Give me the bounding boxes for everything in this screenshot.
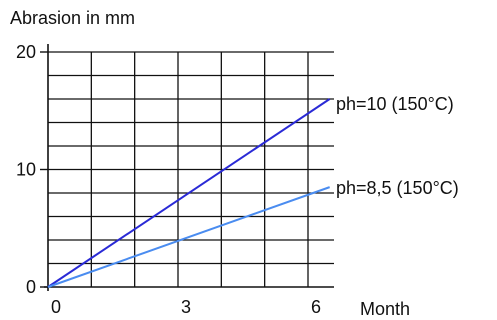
series-line-1: [47, 186, 331, 288]
tick-labels: 0 10 20 0 3 6: [16, 42, 321, 317]
series-layer: [47, 98, 331, 288]
x-tick-label: 0: [51, 297, 61, 317]
axes: [40, 44, 334, 291]
y-tick-label: 0: [26, 277, 36, 297]
series-label-ph85: ph=8,5 (150°C): [336, 178, 459, 198]
x-tick-label: 3: [181, 297, 191, 317]
y-axis-label: Abrasion in mm: [10, 8, 135, 28]
x-tick-label: 6: [311, 297, 321, 317]
y-tick-label: 10: [16, 160, 36, 180]
series-label-ph10: ph=10 (150°C): [336, 94, 454, 114]
x-axis-label: Month: [360, 299, 410, 319]
series-line-0: [47, 98, 331, 288]
y-tick-label: 20: [16, 42, 36, 62]
grid: [48, 51, 334, 287]
